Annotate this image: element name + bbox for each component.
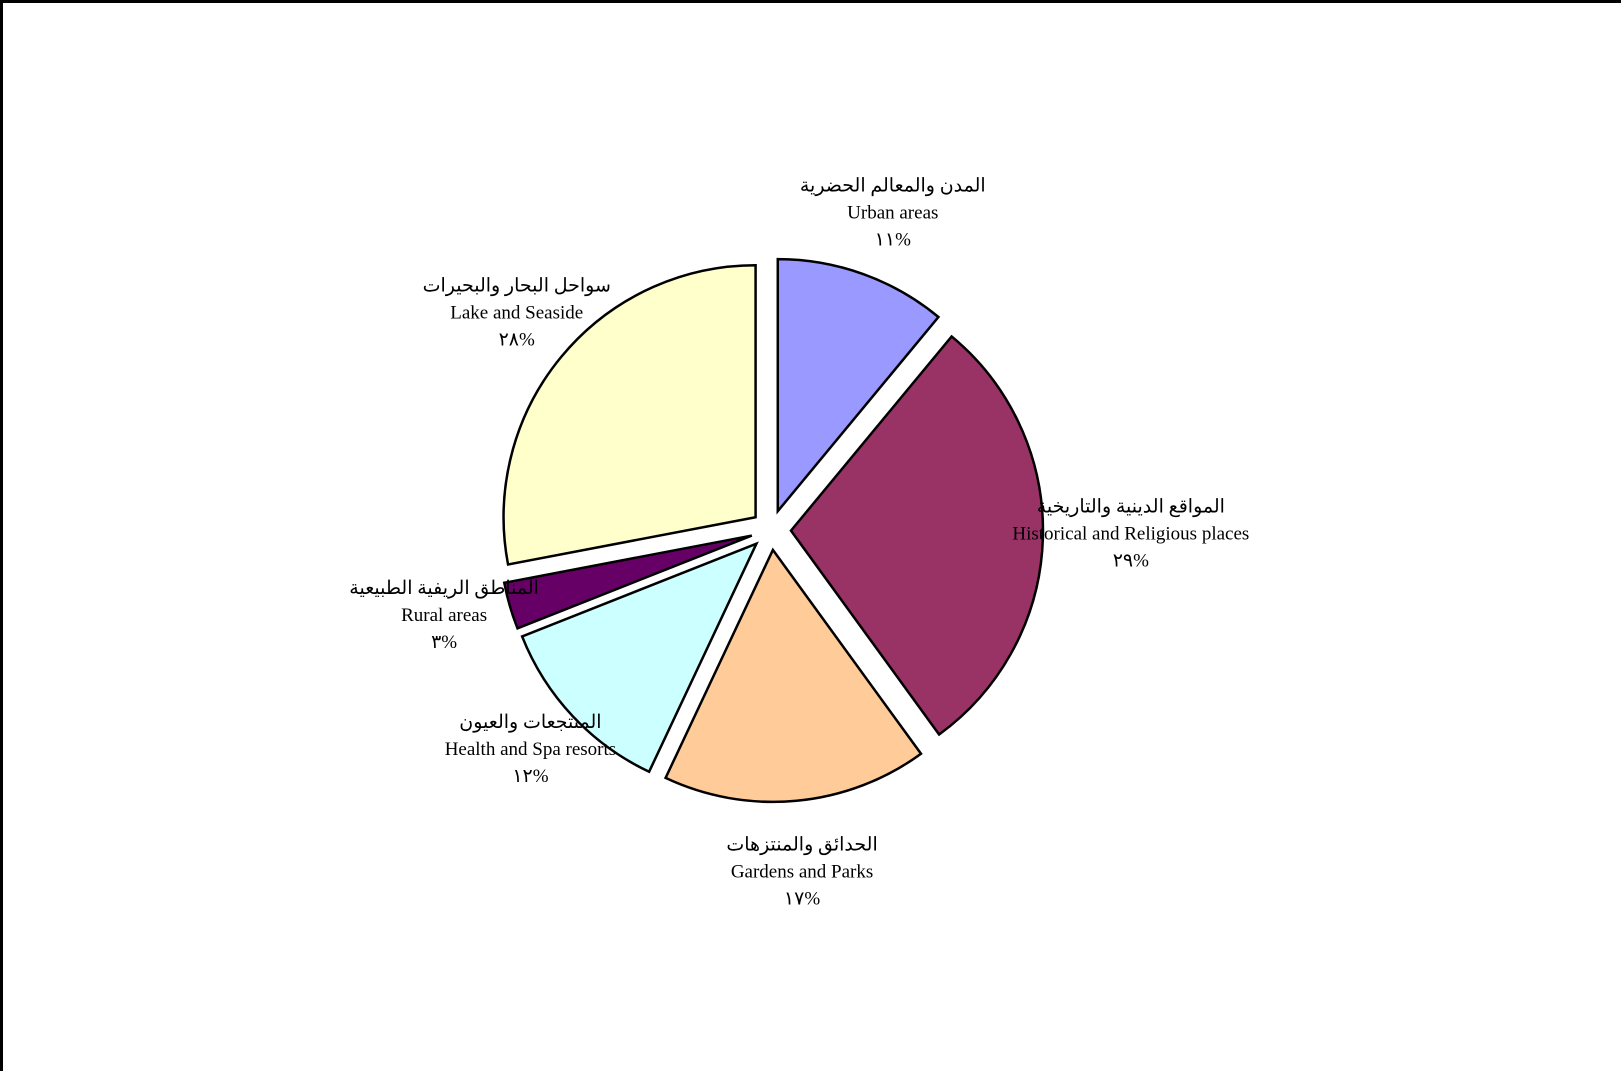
slice-value-label-0: %١١ [875, 230, 911, 251]
slice-label-en-4: Rural areas [401, 605, 487, 626]
slice-value-label-4: %٣ [431, 632, 457, 653]
pie-chart: المدن والمعالم الحضرية Urban areas %١١ المو… [349, 176, 1249, 910]
slice-label-en-3: Health and Spa resorts [445, 739, 616, 760]
slice-label-en-2: Gardens and Parks [731, 862, 873, 883]
slice-label-ar-4: المناطق الريفية الطبيعية [349, 578, 539, 599]
slice-label-en-1: Historical and Religious places [1012, 523, 1249, 544]
slice-label-ar-3: المنتجعات والعيون [459, 712, 601, 733]
pie-slice-4 [502, 534, 753, 630]
pie-slice-0 [776, 257, 941, 515]
pie-slice-2 [663, 547, 923, 804]
slice-value-label-1: %٢٩ [1113, 550, 1149, 571]
slice-label-en-5: Lake and Seaside [450, 303, 583, 324]
pie-slice-5 [502, 264, 757, 566]
slice-value-label-5: %٢٨ [499, 330, 535, 351]
pie-slice-1 [789, 334, 1045, 737]
slice-label-ar-5: سواحل البحار والبحيرات [423, 276, 611, 297]
slice-label-ar-0: المدن والمعالم الحضرية [800, 176, 986, 197]
slice-value-label-3: %١٢ [512, 766, 548, 787]
slice-label-ar-2: الحدائق والمنتزهات [726, 835, 877, 856]
slice-label-en-0: Urban areas [847, 203, 938, 224]
pie-slice-3 [520, 541, 759, 774]
slice-value-label-2: %١٧ [784, 889, 820, 910]
slice-label-ar-1: المواقع الدينية والتاريخية [1037, 496, 1225, 517]
